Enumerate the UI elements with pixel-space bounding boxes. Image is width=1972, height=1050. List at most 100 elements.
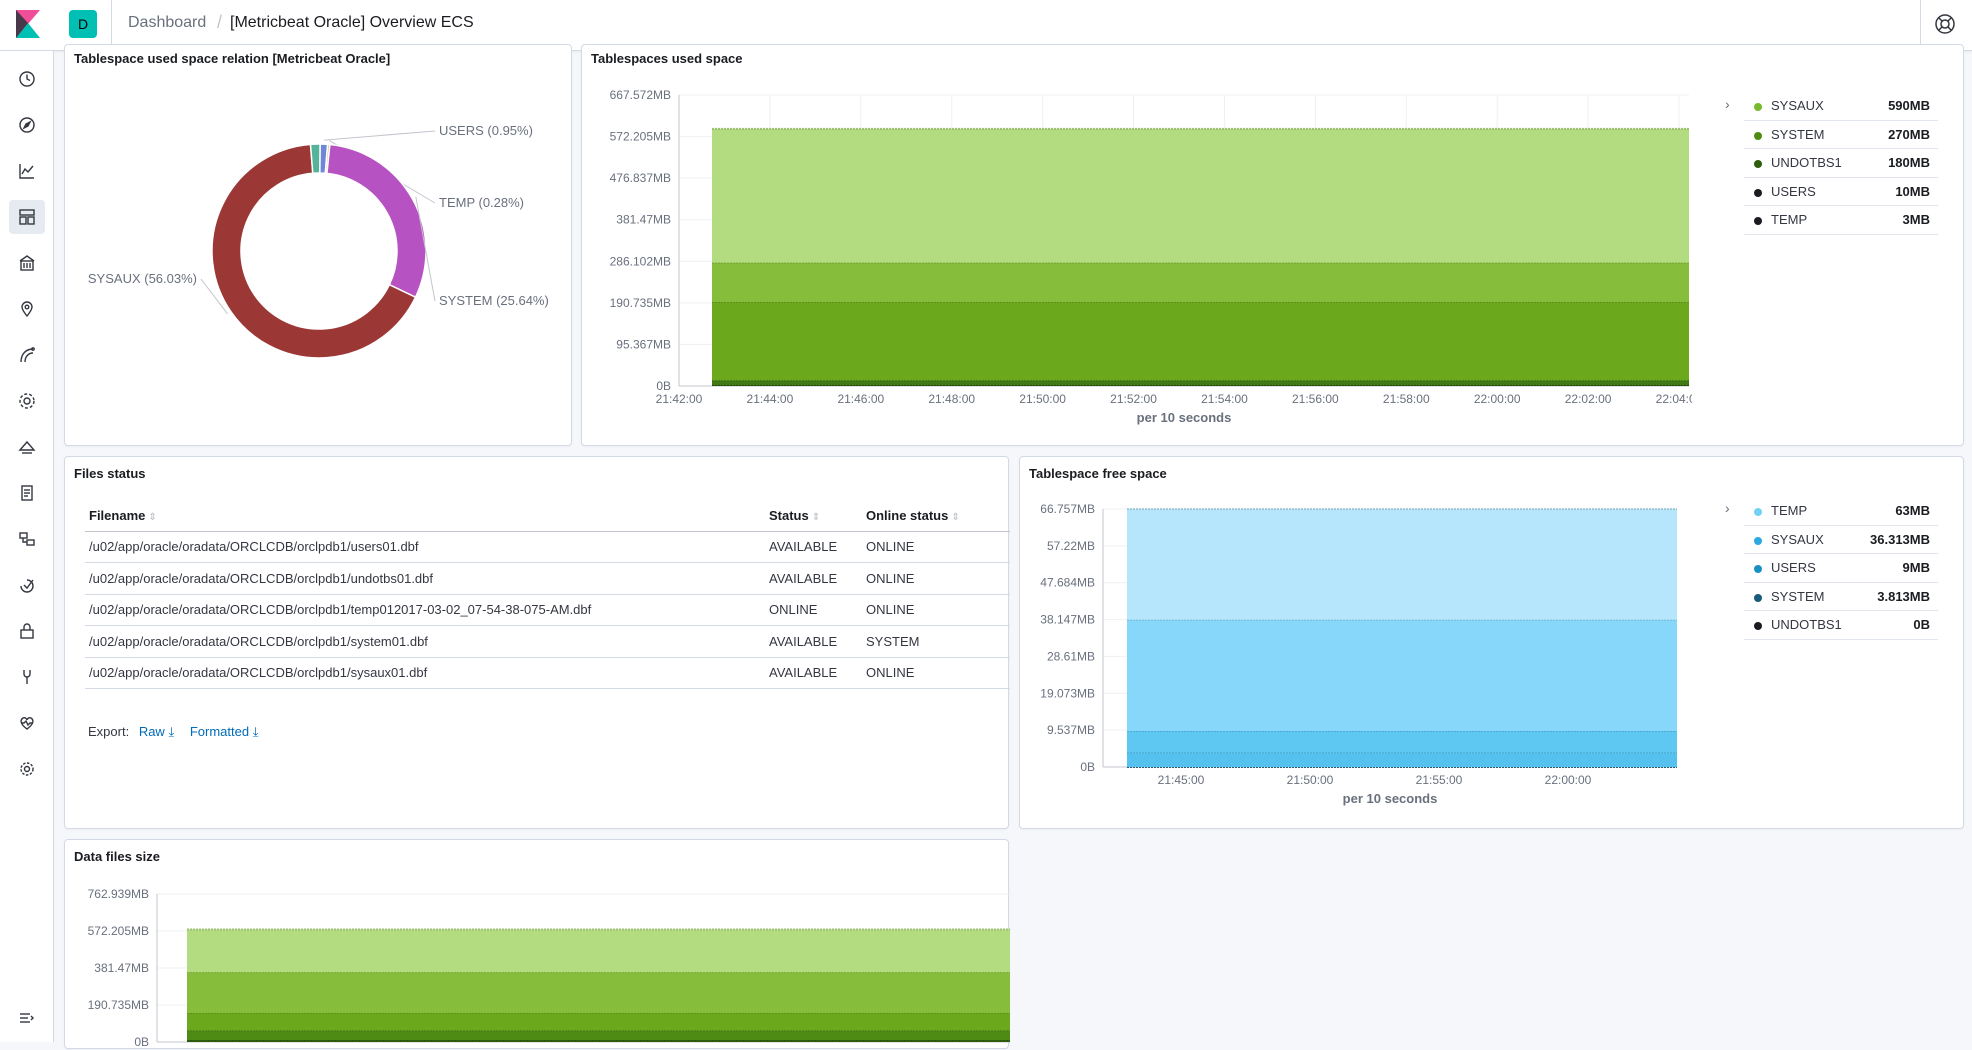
column-header-label: Status (769, 507, 809, 523)
cell-filename: /u02/app/oracle/oradata/ORCLCDB/orclpdb1… (85, 625, 765, 658)
legend-value: 0B (1913, 617, 1930, 632)
donut-chart: USERS (0.95%) TEMP (0.28%) SYSTEM (25.64%)… (88, 123, 549, 359)
legend-value: 36.313MB (1870, 531, 1930, 547)
cell-filename: /u02/app/oracle/oradata/ORCLCDB/orclpdb1… (85, 594, 765, 626)
nav-infrastructure-icon[interactable] (9, 384, 45, 418)
legend-value: 3.813MB (1877, 588, 1930, 604)
legend-dot-icon (1754, 622, 1762, 630)
legend-item[interactable]: SYSAUX 590MB (1744, 92, 1938, 121)
area-series-band (187, 929, 1010, 973)
y-tick-label: 19.073MB (1040, 686, 1095, 700)
legend-item[interactable]: UNDOTBS1 0B (1744, 611, 1938, 640)
nav-maps-icon[interactable] (9, 292, 45, 326)
download-icon: ⤓ (252, 724, 259, 739)
y-tick-label: 190.735MB (610, 296, 671, 310)
nav-visualize-icon[interactable] (9, 154, 45, 188)
cell-online-status: ONLINE (862, 562, 1010, 595)
panel-title: Tablespaces used space (591, 51, 743, 66)
slice-label: SYSTEM (25.64%) (439, 293, 549, 308)
legend-value: 180MB (1888, 155, 1930, 170)
y-tick-label: 66.757MB (1040, 502, 1095, 516)
panel-tablespaces-used-space: Tablespaces used space 0B 95.367MB 190.735… (581, 44, 1964, 446)
column-header-status[interactable]: Status ⇕ (765, 500, 862, 532)
y-tick-label: 38.147MB (1040, 613, 1095, 627)
nav-logs-icon[interactable] (9, 430, 45, 464)
breadcrumb-dashboard-link[interactable]: Dashboard (128, 14, 207, 31)
nav-apm-icon[interactable] (9, 476, 45, 510)
legend-item[interactable]: SYSAUX 36.313MB (1744, 526, 1938, 554)
collapse-menu-icon[interactable] (9, 1001, 45, 1035)
table-header-row: Filename ⇕ Status ⇕ Online status ⇕ (85, 500, 1010, 532)
legend-item[interactable]: TEMP 3MB (1744, 206, 1938, 235)
y-tick-label: 381.47MB (616, 213, 671, 227)
table-row: /u02/app/oracle/oradata/ORCLCDB/orclpdb1… (85, 594, 1010, 626)
legend-item[interactable]: SYSTEM 3.813MB (1744, 583, 1938, 611)
legend-dot-icon (1754, 160, 1762, 168)
sort-icon[interactable]: ⇕ (148, 511, 157, 523)
export-raw-label: Raw (138, 724, 165, 739)
help-lifebuoy-icon[interactable] (1934, 13, 1956, 35)
space-avatar[interactable]: D (69, 10, 97, 38)
y-tick-label: 667.572MB (610, 88, 671, 102)
kibana-logo-icon[interactable] (14, 10, 42, 40)
cell-online-status: ONLINE (862, 531, 1010, 563)
nav-dev-tools-icon[interactable] (9, 660, 45, 694)
nav-monitoring-heartbeat-icon[interactable] (9, 706, 45, 740)
breadcrumb-current-page: [Metricbeat Oracle] Overview ECS (230, 14, 474, 31)
column-header-online-status[interactable]: Online status ⇕ (862, 500, 1010, 532)
y-tick-label: 572.205MB (88, 924, 149, 938)
y-tick-label: 28.61MB (1047, 649, 1095, 663)
nav-discover-compass-icon[interactable] (9, 108, 45, 142)
y-tick-label: 381.47MB (94, 961, 149, 975)
area-series-band (187, 972, 1010, 1013)
table-row: /u02/app/oracle/oradata/ORCLCDB/orclpdb1… (85, 657, 1010, 689)
legend-item[interactable]: TEMP 63MB (1744, 497, 1938, 526)
nav-recent-clock-icon[interactable] (9, 62, 45, 96)
nav-security-lock-icon[interactable] (9, 614, 45, 648)
export-formatted-link[interactable]: Formatted ⤓ (190, 724, 259, 739)
y-tick-label: 286.102MB (610, 254, 671, 268)
nav-canvas-icon[interactable] (9, 246, 45, 280)
legend-item[interactable]: USERS 10MB (1744, 178, 1938, 206)
y-tick-label: 0B (656, 379, 671, 393)
legend-value: 270MB (1888, 126, 1930, 142)
y-tick-label: 57.22MB (1047, 539, 1095, 553)
export-formatted-label: Formatted (189, 724, 250, 739)
cell-filename: /u02/app/oracle/oradata/ORCLCDB/orclpdb1… (85, 657, 765, 689)
column-header-filename[interactable]: Filename ⇕ (85, 500, 765, 532)
legend-item[interactable]: USERS 9MB (1744, 554, 1938, 583)
x-tick-label: 22:00:00 (1474, 392, 1521, 406)
legend-name: SYSTEM (1771, 588, 1825, 604)
panel-files-status: Files status Filename ⇕ Status ⇕ Online st… (64, 456, 1010, 829)
sort-icon[interactable]: ⇕ (811, 511, 821, 523)
donut-slice (326, 143, 427, 299)
legend-dot-icon (1754, 593, 1762, 602)
panel-tablespace-used-relation: Tablespace used space relation [Metricbe… (64, 44, 572, 446)
nav-dashboard-icon[interactable] (9, 200, 45, 234)
nav-machine-learning-icon[interactable] (9, 338, 45, 372)
nav-siem-icon[interactable] (9, 568, 45, 602)
top-header: D Dashboard / [Metricbeat Oracle] Overvi… (0, 0, 1972, 51)
legend-dot-icon (1754, 536, 1762, 545)
column-header-label: Online status (866, 507, 949, 523)
legend-item[interactable]: UNDOTBS1 180MB (1744, 149, 1938, 178)
area-series-band (1127, 731, 1677, 753)
area-chart: 0B 9.537MB 19.073MB 28.61MB 38.147MB 47.684MB… (1040, 502, 1677, 806)
panel-data-files-size: Data files size 0B 190.735MB 381.47MB 572.2… (64, 839, 1010, 1049)
nav-management-gear-icon[interactable] (9, 752, 45, 786)
legend-collapse-chevron-icon[interactable]: › (1725, 500, 1730, 516)
legend-dot-icon (1754, 217, 1762, 225)
y-tick-label: 0B (1080, 760, 1095, 774)
legend-name: USERS (1771, 560, 1816, 575)
x-tick-label: 21:46:00 (837, 392, 884, 406)
legend-item[interactable]: SYSTEM 270MB (1744, 121, 1938, 149)
nav-uptime-icon[interactable] (9, 522, 45, 556)
export-raw-link[interactable]: Raw ⤓ (139, 724, 174, 739)
area-series-band (1127, 619, 1677, 732)
slice-label-leader-line (324, 130, 436, 141)
legend-name: UNDOTBS1 (1771, 617, 1842, 632)
sort-icon[interactable]: ⇕ (951, 511, 960, 523)
legend-name: SYSTEM (1771, 126, 1825, 142)
x-tick-label: 21:48:00 (928, 392, 975, 406)
legend-collapse-chevron-icon[interactable]: › (1725, 96, 1730, 112)
